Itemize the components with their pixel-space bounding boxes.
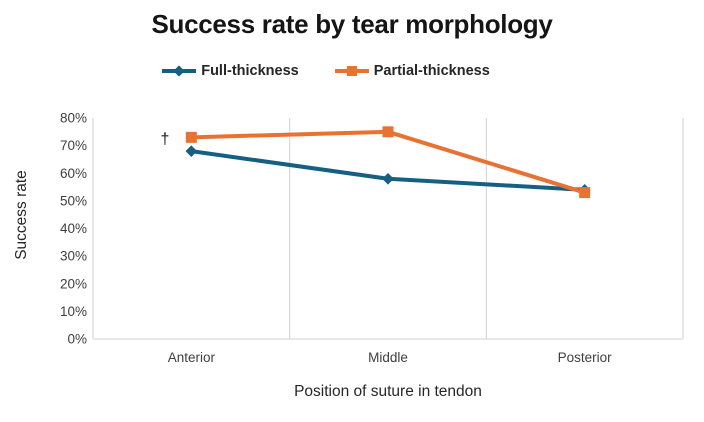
x-axis-category-labels: Anterior Middle Posterior [168,350,612,365]
y-axis-tick-labels: 0% 10% 20% 30% 40% 50% 60% 70% 80% [60,111,87,347]
legend: Full-thickness Partial-thickness [0,62,704,80]
y-tick-label: 40% [60,221,87,236]
data-point-diamond [382,172,394,185]
y-tick-label: 60% [60,166,87,181]
data-point-square [579,187,591,199]
legend-label-partial-thickness: Partial-thickness [373,63,490,79]
y-tick-label: 80% [60,111,87,126]
gridlines [92,118,684,340]
category-label: Posterior [558,350,613,365]
y-axis-title: Success rate [13,170,30,260]
partial-thickness-square-marker-icon [334,65,369,77]
data-point-square [382,126,394,138]
x-axis-title: Position of suture in tendon [294,383,482,400]
y-tick-label: 50% [60,193,87,208]
y-tick-label: 30% [60,249,87,264]
legend-label-full-thickness: Full-thickness [201,63,299,79]
y-tick-label: 0% [67,332,87,347]
full-thickness-diamond-marker-icon [162,65,197,77]
series-lines [185,126,591,199]
category-label: Middle [368,350,408,365]
data-point-square [185,131,197,143]
chart-title: Success rate by tear morphology [151,9,553,39]
y-tick-label: 20% [60,276,87,291]
category-label: Anterior [168,350,216,365]
y-tick-label: 70% [60,138,87,153]
legend-item-full-thickness: Full-thickness [162,63,299,79]
data-point-diamond [185,145,198,157]
legend-item-partial-thickness: Partial-thickness [334,63,490,79]
dagger-annotation: † [161,131,170,148]
y-tick-label: 10% [60,304,87,319]
